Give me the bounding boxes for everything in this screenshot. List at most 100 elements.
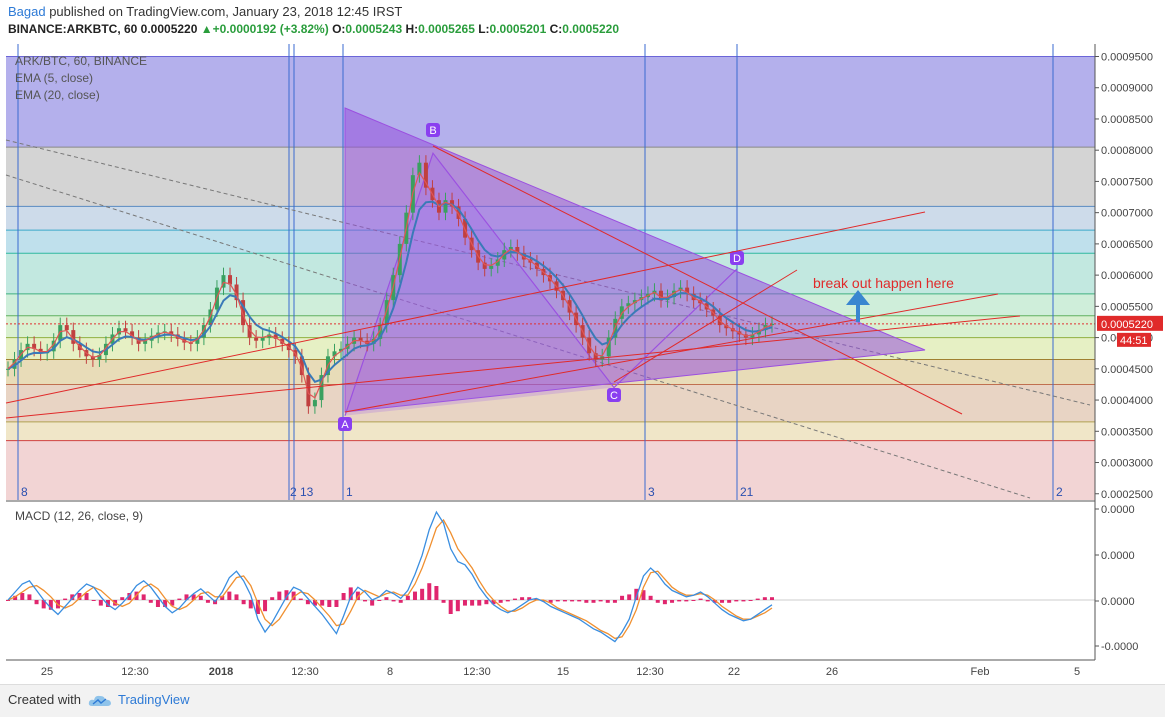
dashed-trend-line xyxy=(5,139,1091,406)
cycle-label: 3 xyxy=(648,485,655,499)
legend-ema5[interactable]: EMA (5, close) xyxy=(15,71,94,85)
macd-histogram-bar xyxy=(277,591,282,600)
macd-histogram-bar xyxy=(555,600,560,602)
candle-body xyxy=(463,218,468,238)
macd-histogram-bar xyxy=(584,600,589,603)
macd-histogram-bar xyxy=(177,598,182,600)
author-link[interactable]: Bagad xyxy=(8,4,46,19)
dashed-trend-line xyxy=(5,174,1031,499)
macd-histogram-bar xyxy=(427,583,432,600)
candle-body xyxy=(626,303,631,307)
candle-body xyxy=(606,337,611,357)
macd-histogram-bar xyxy=(548,600,553,603)
macd-histogram-bar xyxy=(91,600,96,601)
macd-histogram-bar xyxy=(577,600,582,602)
legend-title: ARK/BTC, 60, BINANCE xyxy=(15,54,148,68)
macd-histogram-bar xyxy=(298,598,303,600)
breakout-arrow-icon xyxy=(846,290,870,322)
cycle-label: 2 xyxy=(290,485,297,499)
abcd-pattern[interactable]: A B C D xyxy=(338,107,926,431)
pattern-point-a-marker xyxy=(338,417,352,431)
candle-body xyxy=(32,343,37,349)
macd-histogram-bar xyxy=(512,598,517,600)
candle-body xyxy=(417,162,422,176)
macd-histogram-bar xyxy=(284,590,289,600)
candle-body xyxy=(515,247,520,254)
macd-histogram-bar xyxy=(498,600,503,603)
time-tick-label: 26 xyxy=(826,666,838,678)
macd-histogram-bar xyxy=(734,600,739,602)
candle-body xyxy=(12,359,17,369)
macd-histogram-bar xyxy=(434,586,439,600)
candle-body xyxy=(384,300,389,326)
fib-band xyxy=(6,440,1095,500)
macd-histogram-bar xyxy=(455,600,460,612)
macd-histogram-bar xyxy=(655,600,660,603)
candle-body xyxy=(443,200,448,213)
candle-body xyxy=(672,290,677,297)
trend-lines[interactable]: break out happen here xyxy=(5,145,1021,419)
candle-body xyxy=(750,334,755,338)
triangle-pattern xyxy=(344,107,926,413)
macd-histogram-bar xyxy=(305,600,310,605)
legend: ARK/BTC, 60, BINANCE EMA (5, close) EMA … xyxy=(15,53,147,104)
pattern-point-a-label: A xyxy=(341,419,349,431)
candle-body xyxy=(123,328,128,332)
macd-histogram-bar xyxy=(20,593,25,600)
candle-body xyxy=(58,325,63,341)
legend-ema20[interactable]: EMA (20, close) xyxy=(15,88,100,102)
pattern-point-d-label: D xyxy=(733,253,741,265)
macd-histogram-bar xyxy=(191,594,196,600)
cycle-label: 8 xyxy=(21,485,28,499)
symbol-quote: BINANCE:ARKBTC, 60 0.0005220 ▲+0.0000192… xyxy=(8,22,619,36)
created-with-text: Created with xyxy=(8,692,81,707)
countdown-tag xyxy=(1117,332,1151,347)
cycle-label: 2 xyxy=(1056,485,1063,499)
candle-body xyxy=(299,356,304,376)
macd-histogram-bar xyxy=(348,587,353,600)
tradingview-link[interactable]: TradingView xyxy=(118,692,190,707)
macd-histogram-bar xyxy=(334,600,339,607)
candle-body xyxy=(306,375,311,407)
macd-histogram-bar xyxy=(105,600,110,607)
countdown-label: 44:51 xyxy=(1120,335,1148,347)
macd-histogram-bar xyxy=(520,597,525,600)
candle-body xyxy=(378,325,383,339)
macd-histogram-bar xyxy=(70,594,75,600)
macd-legend[interactable]: MACD (12, 26, close, 9) xyxy=(15,509,144,523)
abcd-path xyxy=(344,152,738,416)
candle-body xyxy=(97,355,102,360)
candle-body xyxy=(339,348,344,352)
macd-histogram-bar xyxy=(591,600,596,603)
macd-histogram-bar xyxy=(634,588,639,600)
time-tick-label: 15 xyxy=(557,666,569,678)
price-tick-label: 0.0006500 xyxy=(1101,239,1153,251)
macd-histogram-bar xyxy=(405,595,410,600)
time-tick-label: Feb xyxy=(971,666,990,678)
candle-body xyxy=(273,334,278,339)
macd-tick-label: 0.0000 xyxy=(1101,504,1135,516)
macd-histogram-bar xyxy=(84,593,89,600)
macd-histogram-bar xyxy=(63,598,68,600)
time-tick-label: 12:30 xyxy=(121,666,149,678)
macd-histogram-bar xyxy=(441,600,446,603)
macd-histogram-bar xyxy=(255,600,260,614)
macd-histogram-bar xyxy=(677,600,682,602)
macd-histogram-bar xyxy=(391,600,396,602)
time-tick-label: 5 xyxy=(1074,666,1080,678)
macd-histogram-bar xyxy=(705,600,710,602)
candle-body xyxy=(64,325,69,331)
pattern-point-c-marker xyxy=(607,388,621,402)
macd-histogram-bar xyxy=(420,588,425,600)
close-value: 0.0005220 xyxy=(562,22,620,36)
candle-body xyxy=(195,337,200,344)
macd-histogram-bar xyxy=(6,600,10,601)
candle-body xyxy=(130,331,135,338)
macd-histogram-bar xyxy=(148,600,153,603)
red-trend-line xyxy=(344,293,999,413)
publish-info: Bagad published on TradingView.com, Janu… xyxy=(8,4,402,19)
price-tick-label: 0.0003500 xyxy=(1101,426,1153,438)
cycle-lines: 8 2 13 1 3 21 2 xyxy=(5,44,1091,500)
candle-body xyxy=(358,337,363,341)
